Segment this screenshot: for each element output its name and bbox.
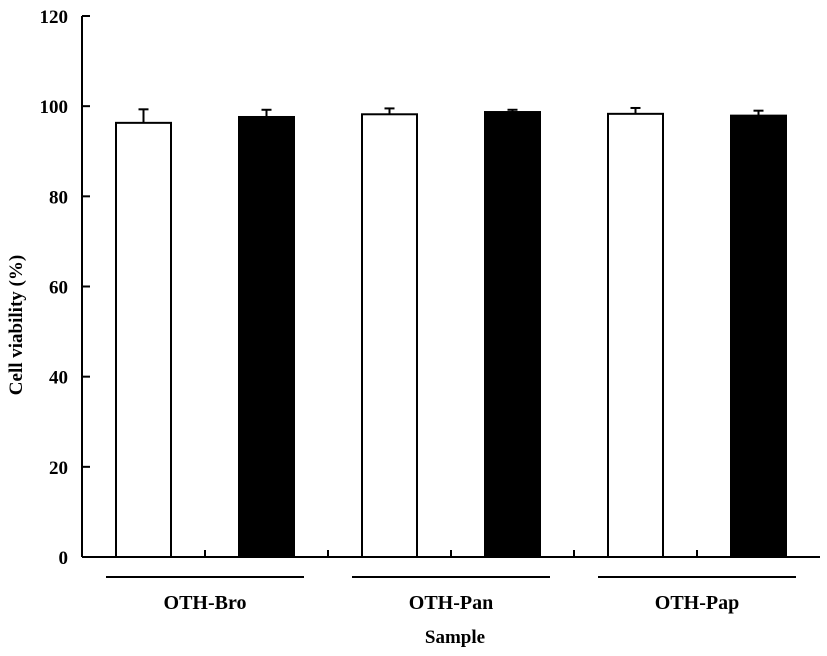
bar — [115, 121, 172, 558]
y-tick-label: 80 — [49, 187, 68, 208]
bar — [238, 115, 295, 558]
category-label: OTH-Pap — [655, 592, 739, 614]
category-label: OTH-Pan — [409, 592, 493, 614]
y-axis: 0 20 40 60 80 100 120 — [40, 7, 90, 569]
y-tick-label: 120 — [40, 7, 69, 28]
bar — [607, 112, 664, 558]
x-axis — [82, 550, 820, 558]
y-tick-label: 40 — [49, 368, 68, 389]
y-tick-label: 100 — [40, 97, 69, 118]
category-groups: OTH-Bro OTH-Pan OTH-Pap — [106, 576, 796, 614]
bar — [484, 111, 541, 558]
bar — [361, 113, 418, 558]
category-label: OTH-Bro — [164, 592, 247, 614]
y-tick-label: 20 — [49, 458, 68, 479]
x-axis-label: Sample — [425, 627, 485, 648]
bars — [115, 111, 787, 559]
y-axis-label: Cell viability (%) — [6, 255, 27, 395]
bar — [730, 114, 787, 559]
error-bars — [138, 106, 764, 123]
y-tick-label: 60 — [49, 278, 68, 299]
y-tick-label: 0 — [59, 548, 69, 569]
